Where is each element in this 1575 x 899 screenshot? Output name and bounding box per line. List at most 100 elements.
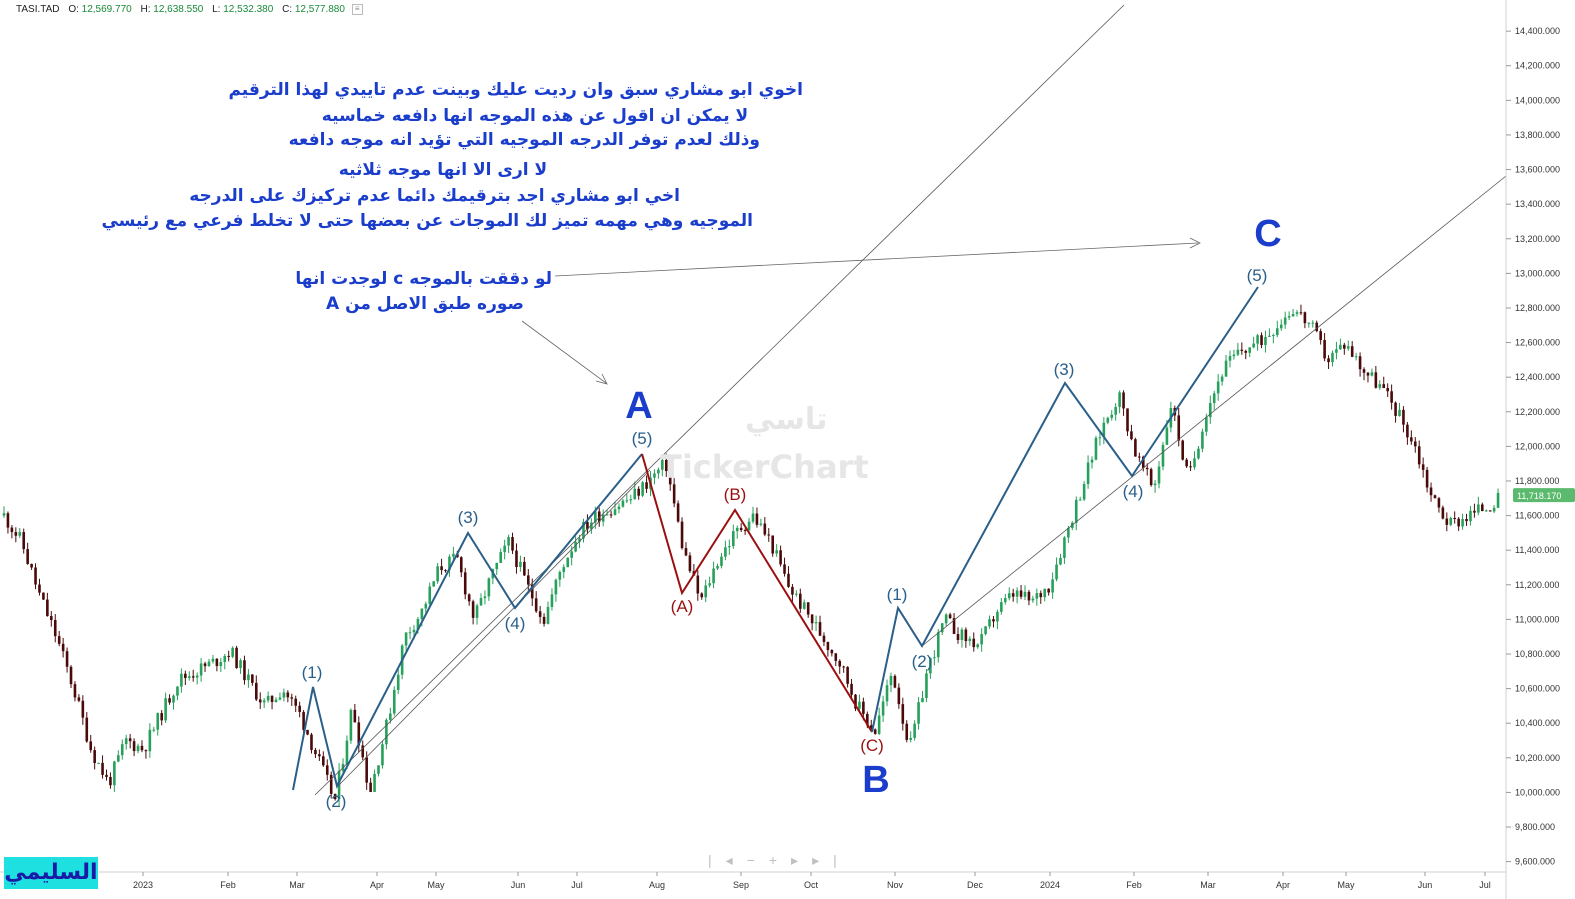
candle-body — [1323, 339, 1326, 359]
candle-body — [952, 618, 956, 635]
candle-body — [629, 499, 633, 501]
scroll-end-icon[interactable]: ▸| — [812, 852, 851, 868]
candle-body — [345, 740, 349, 764]
x-tick-label: Sep — [733, 880, 749, 890]
candle-body — [211, 658, 215, 662]
candle-body — [881, 701, 885, 716]
candle-body — [38, 584, 41, 593]
candle-body — [1406, 424, 1409, 438]
candle-body — [558, 572, 562, 580]
x-tick-label: Apr — [1276, 880, 1290, 890]
trendline-lower-2[interactable] — [921, 175, 1507, 647]
scroll-right-icon[interactable]: ▸ — [791, 852, 813, 868]
candle-body — [771, 535, 775, 554]
y-tick-label: 11,400.000 — [1515, 545, 1559, 555]
candle-body — [873, 729, 877, 734]
candle-body — [1469, 510, 1472, 522]
price-axis[interactable]: 14,400.000 14,200.000 14,000.000 13,800.000… — [1505, 0, 1575, 899]
candle-body — [1279, 324, 1283, 329]
candle-body — [124, 738, 128, 745]
candle-body — [10, 527, 14, 533]
ohlc-menu-icon[interactable]: ≡ — [351, 4, 363, 15]
candle-body — [901, 704, 905, 724]
chart-navigation[interactable]: |◂−+▸▸| — [708, 852, 851, 869]
candle-body — [601, 514, 605, 522]
candle-body — [396, 674, 400, 690]
candle-body — [144, 750, 148, 752]
candle-body — [314, 749, 317, 755]
watermark-arabic: تاسي — [745, 402, 828, 437]
trendline-upper[interactable] — [314, 4, 1125, 796]
time-axis[interactable]: 2023 Feb Mar Apr May Jun Jul Aug Sep Oct Nov Dec 202… — [0, 871, 1506, 890]
candle-body — [968, 638, 972, 642]
candle-body — [365, 757, 368, 783]
candle-body — [980, 634, 983, 645]
candle-body — [743, 530, 747, 532]
candle-body — [1496, 492, 1500, 508]
candle-body — [140, 745, 144, 751]
candle-body — [1410, 437, 1413, 442]
candle-body — [893, 675, 897, 688]
zoom-in-icon[interactable]: + — [768, 852, 792, 868]
candle-body — [1193, 458, 1196, 468]
candle-body — [956, 634, 960, 640]
candle-body — [787, 573, 790, 587]
candle-body — [866, 713, 869, 726]
wave-label: (A) — [671, 597, 694, 616]
candle-body — [625, 500, 629, 502]
candle-body — [187, 676, 191, 679]
y-tick-label: 12,400.000 — [1515, 372, 1560, 382]
zoom-out-icon[interactable]: − — [746, 852, 769, 868]
candle-body — [527, 575, 530, 585]
candle-body — [597, 511, 601, 522]
candle-body — [676, 503, 680, 522]
candle-body — [1063, 537, 1066, 558]
trendline-lower-1[interactable] — [336, 469, 651, 788]
x-tick-label: Mar — [289, 880, 305, 890]
candle-body — [77, 697, 81, 701]
candle-body — [550, 594, 554, 607]
candle-body — [18, 532, 22, 536]
candle-body — [113, 761, 116, 786]
candle-body — [1437, 498, 1441, 508]
y-tick-label: 10,600.000 — [1515, 684, 1560, 694]
candle-body — [432, 581, 435, 587]
scroll-left-icon[interactable]: ◂ — [725, 852, 747, 868]
candle-body — [1480, 504, 1484, 512]
candle-body — [889, 675, 893, 686]
candle-body — [613, 509, 617, 515]
wave-label: (5) — [1247, 266, 1268, 285]
candle-body — [917, 702, 920, 724]
candle-body — [318, 754, 321, 757]
candle-body — [605, 514, 609, 516]
candle-body — [830, 649, 834, 654]
candle-body — [1149, 469, 1153, 486]
candle-body — [1465, 519, 1468, 522]
candle-body — [1110, 414, 1114, 418]
x-tick-label: Nov — [887, 880, 904, 890]
candle-body — [1449, 517, 1453, 525]
candle-body — [1059, 557, 1062, 565]
candle-body — [1457, 518, 1460, 527]
candle-body — [1201, 431, 1204, 449]
candle-body — [933, 657, 936, 659]
candle-body — [93, 750, 96, 764]
x-tick-label: May — [1337, 880, 1355, 890]
candle-body — [570, 551, 573, 558]
candle-body — [160, 713, 163, 721]
y-tick-label: 9,600.000 — [1515, 857, 1555, 867]
symbol-name[interactable]: TASI.TAD — [16, 4, 60, 16]
candle-body — [1094, 437, 1098, 460]
candle-body — [1019, 590, 1023, 597]
y-tick-label: 13,000.000 — [1515, 268, 1560, 278]
author-badge: السليمي — [4, 857, 98, 889]
candle-body — [1000, 602, 1003, 612]
candle-body — [1477, 504, 1480, 513]
candle-body — [467, 594, 471, 602]
candle-body — [1181, 440, 1184, 460]
candle-body — [219, 662, 223, 666]
candle-body — [680, 521, 684, 549]
candle-body — [704, 585, 707, 598]
x-tick-label: Jun — [1418, 880, 1433, 890]
